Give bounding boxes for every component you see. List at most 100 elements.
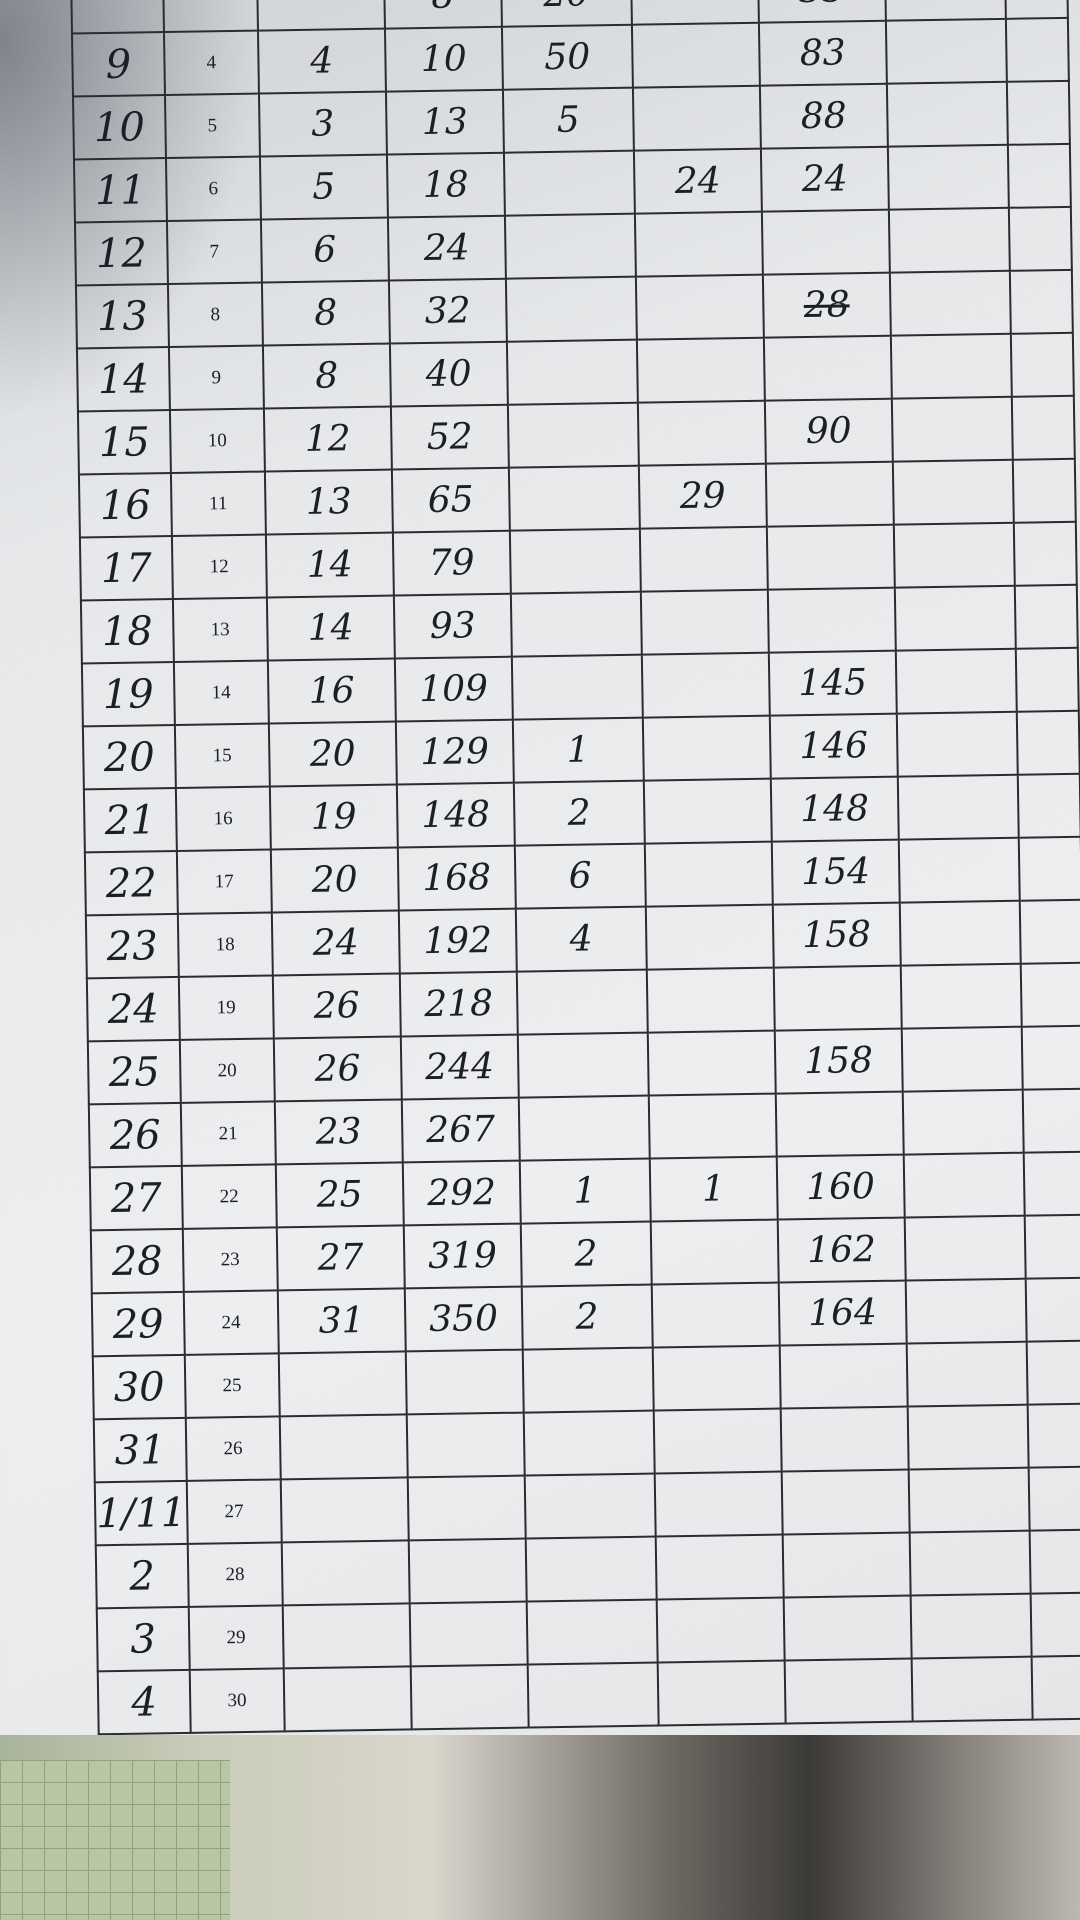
value-cell bbox=[889, 270, 1011, 336]
value-cell bbox=[510, 591, 642, 657]
value-cell: 5 bbox=[259, 154, 388, 220]
value-cell: 20 bbox=[270, 847, 399, 913]
value-cell bbox=[645, 904, 774, 970]
value-cell: 129 bbox=[395, 719, 514, 785]
value-cell: 88 bbox=[759, 83, 888, 149]
value-cell: 146 bbox=[769, 713, 898, 779]
date-cell: 14 bbox=[76, 347, 170, 412]
value-cell bbox=[655, 1534, 784, 1600]
value-cell bbox=[907, 1404, 1029, 1470]
value-cell: 4 bbox=[257, 28, 386, 94]
value-cell bbox=[784, 1658, 913, 1724]
value-cell bbox=[884, 0, 1006, 21]
value-cell bbox=[901, 1026, 1023, 1092]
value-cell bbox=[1014, 584, 1078, 649]
day-number-cell: 12 bbox=[171, 534, 267, 599]
value-cell bbox=[895, 648, 1017, 714]
value-cell bbox=[782, 1532, 911, 1598]
day-number-cell: 15 bbox=[174, 723, 270, 788]
value-cell bbox=[1017, 773, 1080, 838]
value-cell bbox=[524, 1473, 656, 1539]
day-number-cell bbox=[162, 0, 258, 33]
value-cell bbox=[899, 900, 1021, 966]
value-cell bbox=[1024, 1214, 1080, 1279]
day-number-cell: 10 bbox=[169, 408, 265, 474]
day-number-cell: 6 bbox=[165, 156, 261, 222]
value-cell bbox=[506, 339, 638, 405]
value-cell bbox=[646, 967, 775, 1033]
value-cell: 52 bbox=[390, 404, 509, 470]
value-cell: 218 bbox=[399, 971, 518, 1037]
date-cell: 20 bbox=[82, 724, 176, 790]
value-cell: 5 bbox=[502, 87, 634, 153]
value-cell: 319 bbox=[403, 1223, 522, 1289]
value-cell bbox=[898, 837, 1020, 903]
value-cell: 25 bbox=[275, 1162, 404, 1228]
value-cell: 28 bbox=[762, 272, 891, 338]
date-cell: 21 bbox=[83, 787, 177, 853]
paper-sheet: 8203594410508310531358811651824241276241… bbox=[40, 0, 1080, 1735]
day-number-cell: 14 bbox=[173, 660, 269, 725]
value-cell bbox=[503, 150, 635, 216]
value-cell bbox=[1020, 962, 1080, 1027]
value-cell: 26 bbox=[273, 1036, 402, 1102]
value-cell bbox=[1030, 1592, 1080, 1657]
value-cell bbox=[908, 1467, 1030, 1533]
value-cell bbox=[906, 1341, 1028, 1407]
value-cell bbox=[635, 274, 764, 340]
value-cell: 158 bbox=[772, 902, 901, 968]
value-cell: 29 bbox=[638, 463, 767, 529]
date-cell: 18 bbox=[80, 598, 174, 664]
value-cell: 24 bbox=[387, 215, 506, 281]
date-cell: 16 bbox=[78, 473, 172, 538]
value-cell: 24 bbox=[633, 148, 762, 214]
value-cell bbox=[781, 1469, 910, 1535]
value-cell bbox=[892, 459, 1014, 525]
value-cell bbox=[636, 337, 765, 403]
value-cell: 65 bbox=[391, 467, 510, 533]
value-cell: 148 bbox=[396, 782, 515, 848]
value-cell bbox=[279, 1414, 408, 1480]
value-cell bbox=[1021, 1025, 1080, 1090]
value-cell bbox=[1012, 458, 1076, 523]
value-cell bbox=[507, 402, 639, 468]
day-number-cell: 23 bbox=[182, 1227, 278, 1292]
date-cell: 1/11 bbox=[94, 1480, 188, 1546]
value-cell: 267 bbox=[401, 1097, 520, 1163]
value-cell bbox=[522, 1347, 654, 1413]
value-cell: 16 bbox=[267, 658, 396, 724]
value-cell bbox=[1026, 1340, 1080, 1405]
date-cell: 10 bbox=[72, 95, 166, 160]
value-cell: 35 bbox=[757, 0, 886, 23]
value-cell: 3 bbox=[258, 91, 387, 157]
value-cell bbox=[405, 1349, 524, 1415]
value-cell: 148 bbox=[770, 776, 899, 842]
value-cell: 8 bbox=[262, 343, 391, 409]
value-cell bbox=[1010, 332, 1074, 397]
value-cell: 168 bbox=[397, 845, 516, 911]
value-cell bbox=[406, 1412, 525, 1478]
value-cell bbox=[281, 1540, 410, 1606]
value-cell: 18 bbox=[386, 152, 505, 218]
value-cell bbox=[1019, 899, 1080, 964]
day-number-cell: 24 bbox=[183, 1290, 279, 1355]
day-number-cell: 11 bbox=[170, 471, 266, 537]
value-cell bbox=[526, 1599, 658, 1665]
value-cell: 292 bbox=[402, 1160, 521, 1226]
day-number-cell: 21 bbox=[180, 1101, 276, 1166]
day-number-cell: 27 bbox=[186, 1479, 282, 1544]
value-cell bbox=[1006, 80, 1070, 145]
value-cell bbox=[1005, 17, 1069, 82]
date-cell: 2 bbox=[95, 1543, 189, 1609]
value-cell bbox=[775, 1091, 904, 1157]
value-cell bbox=[278, 1351, 407, 1417]
day-number-cell: 18 bbox=[177, 912, 273, 977]
value-cell: 20 bbox=[268, 721, 397, 787]
value-cell bbox=[1027, 1403, 1080, 1468]
value-cell: 162 bbox=[777, 1217, 906, 1283]
value-cell bbox=[910, 1593, 1032, 1659]
date-cell: 3 bbox=[96, 1606, 190, 1672]
value-cell: 26 bbox=[272, 973, 401, 1039]
value-cell bbox=[891, 396, 1013, 462]
day-number-cell: 19 bbox=[178, 975, 274, 1040]
